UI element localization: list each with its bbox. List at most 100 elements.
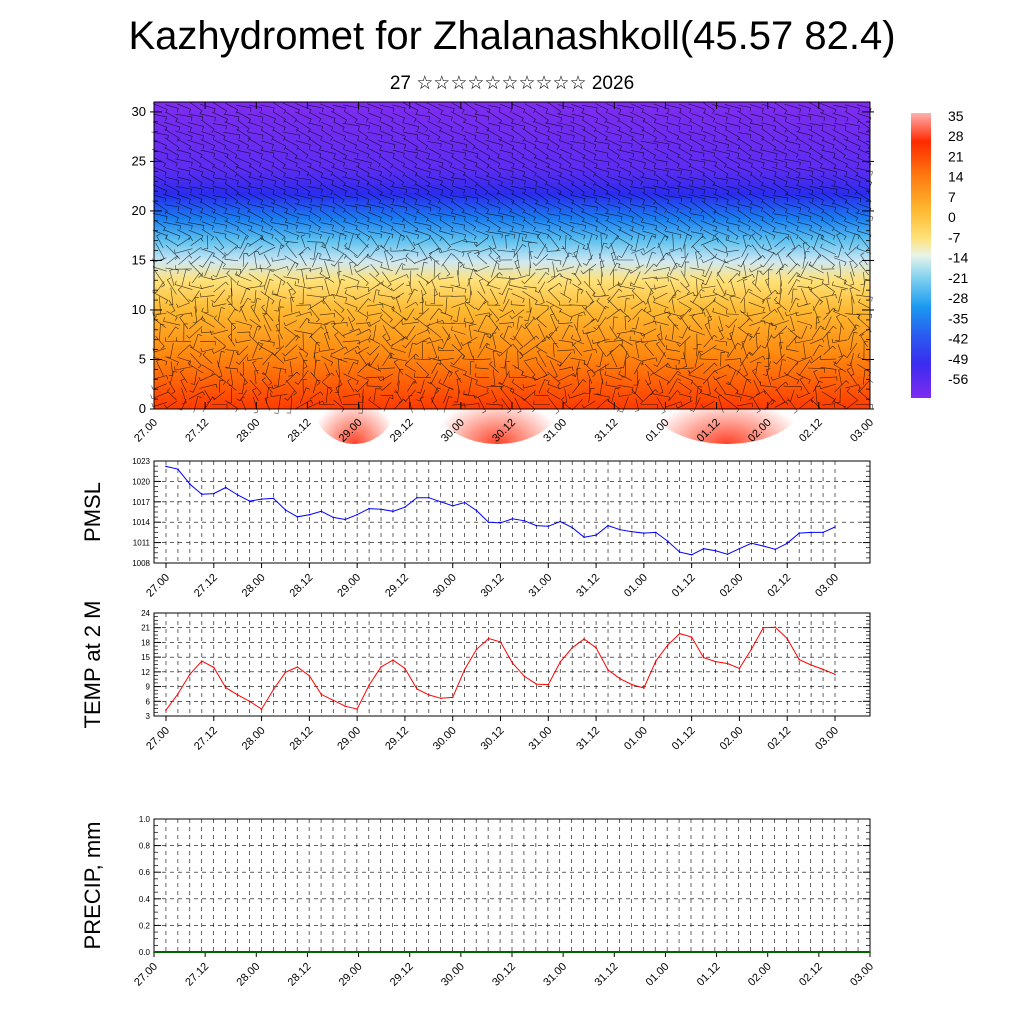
wind-barb xyxy=(401,320,419,325)
wind-barb xyxy=(611,387,620,403)
wind-barb xyxy=(629,336,645,343)
y-tick-label: 30 xyxy=(132,104,146,119)
wind-barb xyxy=(187,360,204,374)
wind-barb xyxy=(437,212,456,221)
data-point xyxy=(726,553,729,555)
wind-barb xyxy=(473,237,488,247)
wind-barb xyxy=(653,103,670,114)
data-point xyxy=(595,534,597,536)
wind-barb xyxy=(772,129,789,142)
wind-barb xyxy=(344,195,358,202)
wind-barb xyxy=(402,185,420,194)
y-tick-label: 1023 xyxy=(132,457,150,466)
wind-barb xyxy=(523,166,537,177)
wind-barb xyxy=(217,351,226,368)
wind-barb xyxy=(863,341,869,360)
wind-barb xyxy=(284,185,299,194)
x-tick-label: 31.12 xyxy=(574,725,602,753)
wind-barb xyxy=(595,149,609,158)
wind-barb xyxy=(227,318,237,331)
wind-barb xyxy=(391,257,408,263)
wind-barb xyxy=(690,121,704,132)
data-point xyxy=(833,951,835,953)
wind-barb xyxy=(550,261,556,278)
data-point xyxy=(344,951,346,953)
wind-barb xyxy=(844,148,860,159)
wind-barb xyxy=(403,138,419,151)
wind-barb xyxy=(380,344,393,360)
wind-barb xyxy=(224,246,237,256)
wind-barb xyxy=(594,174,610,187)
wind-barb xyxy=(572,283,584,294)
wind-barb xyxy=(629,193,645,204)
wind-barb xyxy=(706,378,711,395)
wind-barb xyxy=(741,340,748,359)
wind-barb xyxy=(248,165,263,178)
wind-barb xyxy=(641,129,657,142)
data-point xyxy=(810,664,812,666)
wind-barb xyxy=(582,329,596,335)
wind-barb xyxy=(751,220,763,231)
x-tick-label: 01.00 xyxy=(622,725,650,753)
y-tick-label: 12 xyxy=(141,668,150,677)
wind-barb xyxy=(380,220,394,231)
wind-barb xyxy=(491,389,498,403)
wind-barb xyxy=(510,300,525,306)
wind-barb xyxy=(796,275,813,285)
x-tick-label: 28.00 xyxy=(240,725,268,753)
wind-barb xyxy=(392,165,406,177)
wind-barb xyxy=(414,167,431,177)
wind-barb xyxy=(665,401,683,408)
wind-barb xyxy=(237,193,251,204)
wind-barb xyxy=(689,138,705,151)
wind-barb xyxy=(282,167,301,176)
wind-barb xyxy=(222,268,241,274)
wind-barb xyxy=(357,298,372,312)
wind-barb xyxy=(629,158,646,167)
wind-barb xyxy=(407,380,418,392)
wind-barb xyxy=(755,362,762,375)
wind-barb xyxy=(427,148,442,159)
wind-barb xyxy=(796,261,809,278)
wind-barb xyxy=(165,267,179,275)
wind-barb xyxy=(318,347,335,352)
wind-barb xyxy=(151,131,169,140)
wind-barb xyxy=(813,233,824,250)
wind-barb xyxy=(367,361,382,372)
wind-barb xyxy=(784,203,802,212)
data-point xyxy=(403,951,406,953)
wind-barb xyxy=(476,252,488,265)
wind-barb xyxy=(593,194,610,203)
data-point xyxy=(224,951,227,953)
wind-barb xyxy=(537,349,547,368)
wind-barb xyxy=(181,388,187,405)
wind-barb xyxy=(797,356,813,363)
wind-barb xyxy=(193,396,202,413)
data-point xyxy=(738,547,741,550)
wind-barb xyxy=(546,130,562,141)
data-point xyxy=(678,551,681,553)
wind-barb xyxy=(464,168,477,176)
wind-barb xyxy=(522,290,538,305)
wind-barb xyxy=(415,184,430,195)
colorbar-label: 21 xyxy=(948,148,964,164)
wind-barb xyxy=(751,229,763,240)
wind-barb xyxy=(505,361,510,376)
wind-barb xyxy=(596,378,604,395)
wind-barb xyxy=(845,158,860,167)
wind-barb xyxy=(581,112,599,123)
wind-barb xyxy=(321,381,333,394)
wind-barb xyxy=(516,316,523,330)
y-tick-label: 6 xyxy=(146,697,151,706)
wind-barb xyxy=(631,138,644,150)
wind-barb xyxy=(819,112,837,123)
wind-barb xyxy=(511,103,526,114)
wind-barb xyxy=(428,193,441,204)
data-point xyxy=(786,637,788,640)
data-point xyxy=(380,666,382,668)
wind-barb xyxy=(156,359,164,376)
wind-barb xyxy=(415,173,431,187)
wind-barb xyxy=(772,231,789,239)
wind-barb xyxy=(475,201,490,214)
